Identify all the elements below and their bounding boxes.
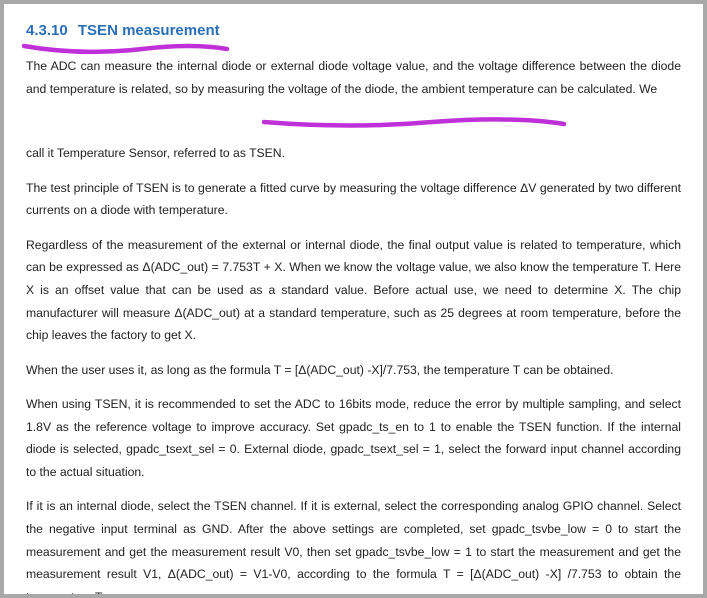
- paragraph-1: The ADC can measure the internal diode o…: [26, 55, 681, 100]
- paragraph-2: The test principle of TSEN is to generat…: [26, 177, 681, 222]
- paragraph-6: If it is an internal diode, select the T…: [26, 495, 681, 598]
- annotation-underline-2: [262, 114, 572, 132]
- paragraph-1b: call it Temperature Sensor, referred to …: [26, 142, 681, 165]
- section-title: TSEN measurement: [78, 22, 220, 39]
- paragraph-5: When using TSEN, it is recommended to se…: [26, 393, 681, 483]
- paragraph-3: Regardless of the measurement of the ext…: [26, 234, 681, 347]
- paragraph-4: When the user uses it, as long as the fo…: [26, 359, 681, 382]
- section-heading: 4.3.10 TSEN measurement: [26, 22, 681, 39]
- document-page: 4.3.10 TSEN measurement The ADC can meas…: [0, 0, 707, 598]
- section-number: 4.3.10: [26, 22, 68, 39]
